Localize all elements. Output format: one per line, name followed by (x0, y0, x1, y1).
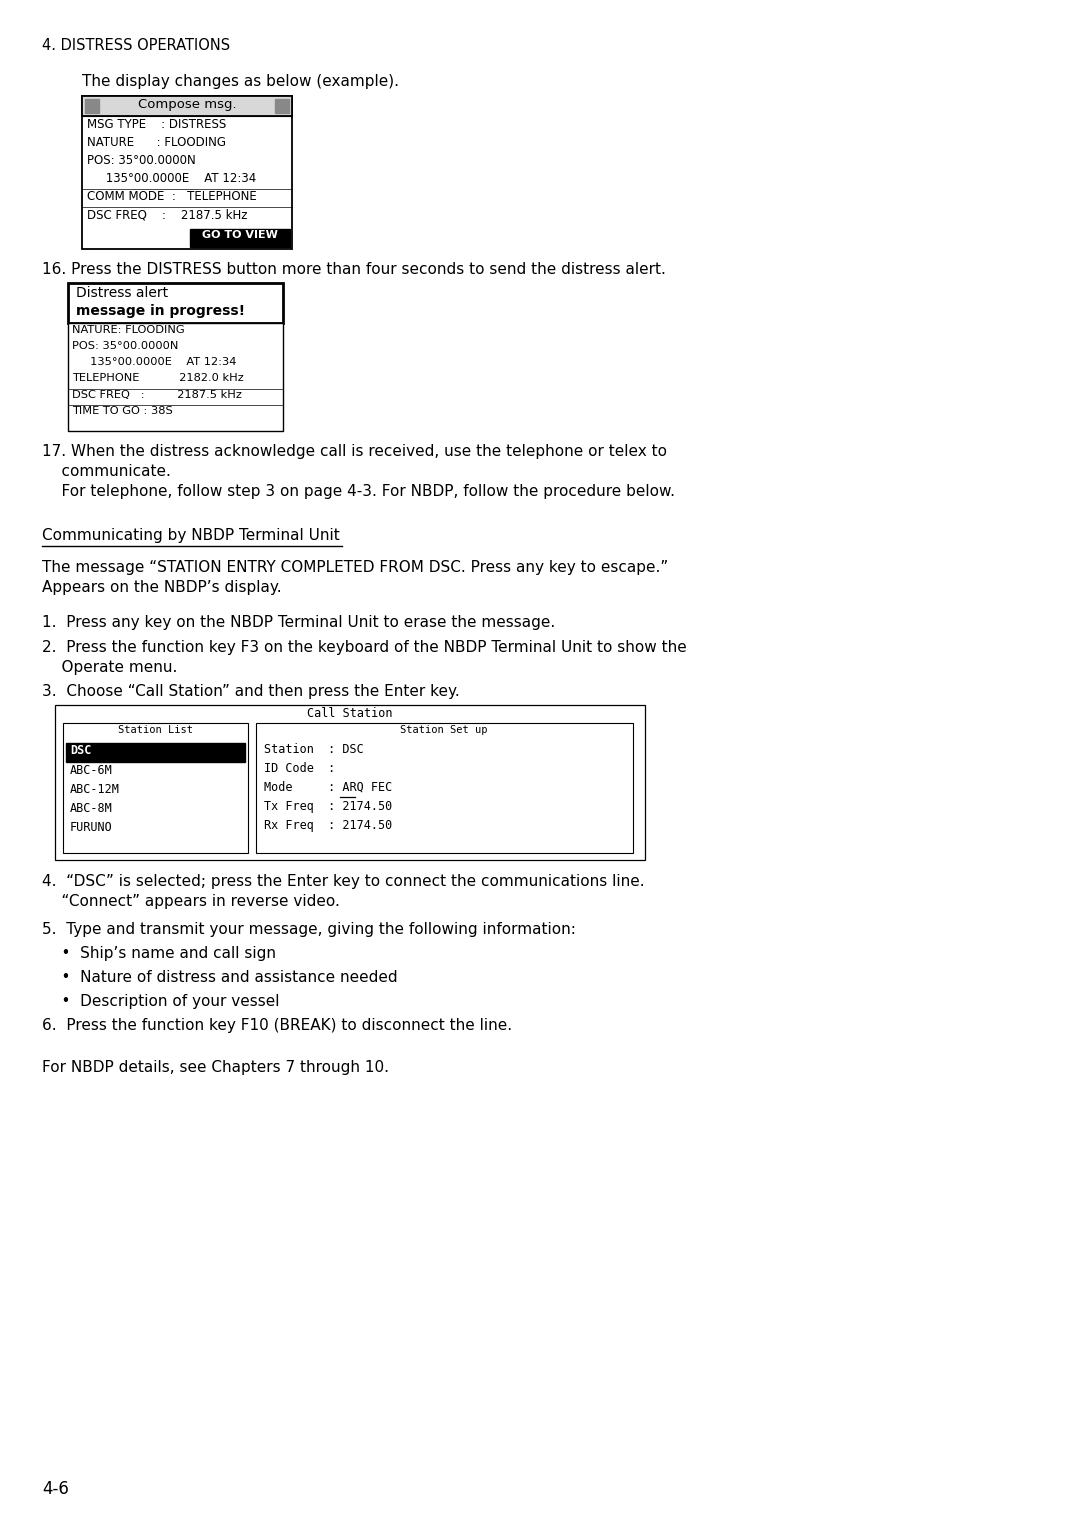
Text: ID Code  :: ID Code : (264, 762, 335, 776)
Text: 1.  Press any key on the NBDP Terminal Unit to erase the message.: 1. Press any key on the NBDP Terminal Un… (42, 615, 555, 631)
Bar (63, 722, 248, 854)
Bar (82, 96, 292, 249)
Text: ABC-8M: ABC-8M (70, 802, 112, 815)
Bar (190, 229, 291, 247)
Text: “Connect” appears in reverse video.: “Connect” appears in reverse video. (42, 893, 340, 909)
Text: 16. Press the DISTRESS button more than four seconds to send the distress alert.: 16. Press the DISTRESS button more than … (42, 263, 666, 276)
Text: For NBDP details, see Chapters 7 through 10.: For NBDP details, see Chapters 7 through… (42, 1060, 389, 1075)
Bar (82, 96, 292, 116)
Bar (85, 99, 99, 113)
Text: communicate.: communicate. (42, 464, 171, 479)
Text: Operate menu.: Operate menu. (42, 660, 177, 675)
Text: 5.  Type and transmit your message, giving the following information:: 5. Type and transmit your message, givin… (42, 922, 576, 938)
Text: TELEPHONE           2182.0 kHz: TELEPHONE 2182.0 kHz (72, 373, 244, 383)
Text: Distress alert: Distress alert (76, 286, 168, 299)
Text: Station  : DSC: Station : DSC (264, 744, 364, 756)
Text: 4-6: 4-6 (42, 1480, 69, 1498)
Text: Appears on the NBDP’s display.: Appears on the NBDP’s display. (42, 580, 282, 596)
Bar (66, 744, 245, 762)
Text: NATURE      : FLOODING: NATURE : FLOODING (87, 136, 226, 150)
Text: POS: 35°00.0000N: POS: 35°00.0000N (72, 341, 178, 351)
Text: COMM MODE  :   TELEPHONE: COMM MODE : TELEPHONE (87, 189, 257, 203)
Bar (275, 99, 289, 113)
Text: Station List: Station List (118, 725, 192, 734)
Text: •  Description of your vessel: • Description of your vessel (42, 994, 280, 1009)
Text: 2.  Press the function key F3 on the keyboard of the NBDP Terminal Unit to show : 2. Press the function key F3 on the keyb… (42, 640, 687, 655)
Text: •  Nature of distress and assistance needed: • Nature of distress and assistance need… (42, 970, 397, 985)
Text: DSC: DSC (70, 744, 92, 757)
Text: 4.  “DSC” is selected; press the Enter key to connect the communications line.: 4. “DSC” is selected; press the Enter ke… (42, 873, 645, 889)
Text: POS: 35°00.0000N: POS: 35°00.0000N (87, 154, 195, 166)
Text: 135°00.0000E    AT 12:34: 135°00.0000E AT 12:34 (87, 173, 256, 185)
Text: ABC-12M: ABC-12M (70, 783, 120, 796)
Text: Communicating by NBDP Terminal Unit: Communicating by NBDP Terminal Unit (42, 528, 340, 544)
Bar (55, 705, 645, 860)
Text: DSC FREQ   :         2187.5 kHz: DSC FREQ : 2187.5 kHz (72, 389, 242, 400)
Text: Call Station: Call Station (307, 707, 393, 721)
Text: GO TO VIEW: GO TO VIEW (202, 231, 278, 240)
Text: Compose msg.: Compose msg. (137, 98, 237, 111)
Bar (68, 282, 283, 324)
Text: 4. DISTRESS OPERATIONS: 4. DISTRESS OPERATIONS (42, 38, 230, 53)
Text: DSC FREQ    :    2187.5 kHz: DSC FREQ : 2187.5 kHz (87, 208, 247, 221)
Bar (256, 722, 633, 854)
Text: ABC-6M: ABC-6M (70, 764, 112, 777)
Text: Rx Freq  : 2174.50: Rx Freq : 2174.50 (264, 818, 392, 832)
Text: NATURE: FLOODING: NATURE: FLOODING (72, 325, 185, 334)
Text: Mode     : ARQ FEC: Mode : ARQ FEC (264, 780, 392, 794)
Text: Station Set up: Station Set up (401, 725, 488, 734)
Text: TIME TO GO : 38S: TIME TO GO : 38S (72, 406, 173, 415)
Text: MSG TYPE    : DISTRESS: MSG TYPE : DISTRESS (87, 118, 226, 131)
Text: For telephone, follow step 3 on page 4-3. For NBDP, follow the procedure below.: For telephone, follow step 3 on page 4-3… (42, 484, 675, 499)
Text: FURUNO: FURUNO (70, 822, 112, 834)
Text: 6.  Press the function key F10 (BREAK) to disconnect the line.: 6. Press the function key F10 (BREAK) to… (42, 1019, 512, 1032)
Text: 17. When the distress acknowledge call is received, use the telephone or telex t: 17. When the distress acknowledge call i… (42, 444, 667, 460)
Text: The message “STATION ENTRY COMPLETED FROM DSC. Press any key to escape.”: The message “STATION ENTRY COMPLETED FRO… (42, 560, 669, 576)
Text: •  Ship’s name and call sign: • Ship’s name and call sign (42, 947, 276, 960)
Text: 3.  Choose “Call Station” and then press the Enter key.: 3. Choose “Call Station” and then press … (42, 684, 460, 699)
Text: message in progress!: message in progress! (76, 304, 245, 318)
Bar (68, 324, 283, 431)
Text: Tx Freq  : 2174.50: Tx Freq : 2174.50 (264, 800, 392, 812)
Text: The display changes as below (example).: The display changes as below (example). (82, 73, 399, 89)
Text: 135°00.0000E    AT 12:34: 135°00.0000E AT 12:34 (72, 357, 237, 366)
